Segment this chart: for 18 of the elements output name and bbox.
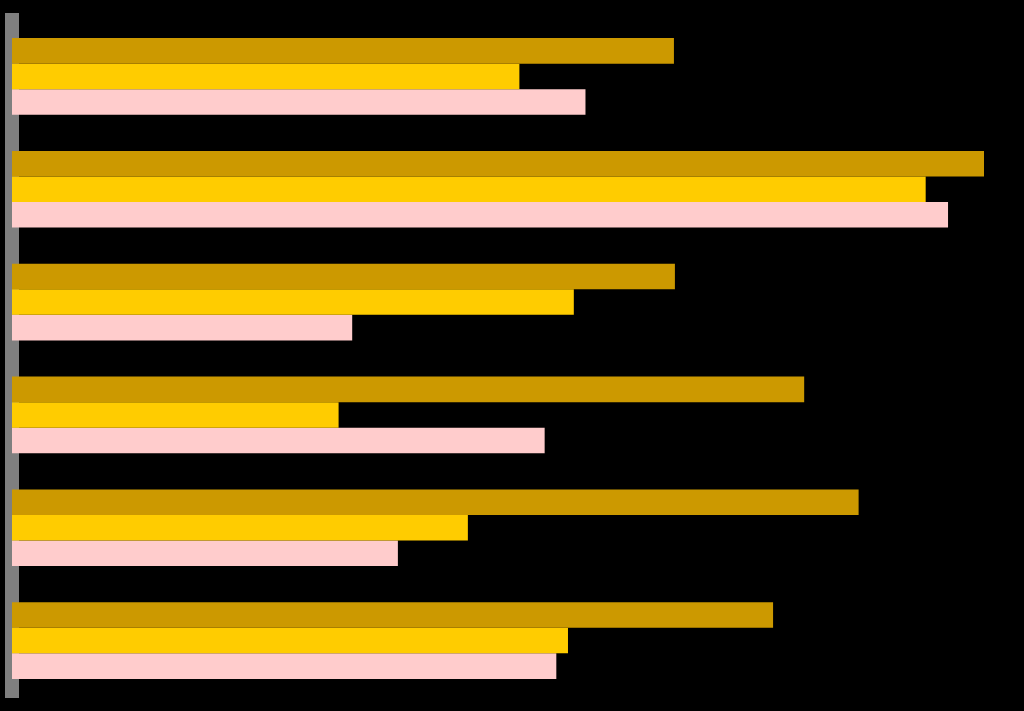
bar — [12, 489, 859, 515]
bar — [12, 89, 586, 115]
bar — [12, 202, 949, 228]
bar — [12, 376, 805, 403]
bar — [12, 63, 520, 90]
bar — [12, 314, 353, 341]
bar — [12, 602, 774, 628]
bar — [12, 289, 574, 315]
bar — [12, 38, 674, 64]
bar — [12, 150, 984, 177]
bar — [12, 402, 339, 428]
bar — [12, 627, 568, 654]
bar — [12, 540, 398, 567]
bar — [12, 653, 557, 679]
bar — [12, 427, 545, 454]
bar — [12, 176, 926, 203]
bar — [12, 514, 468, 541]
bar — [12, 263, 675, 290]
